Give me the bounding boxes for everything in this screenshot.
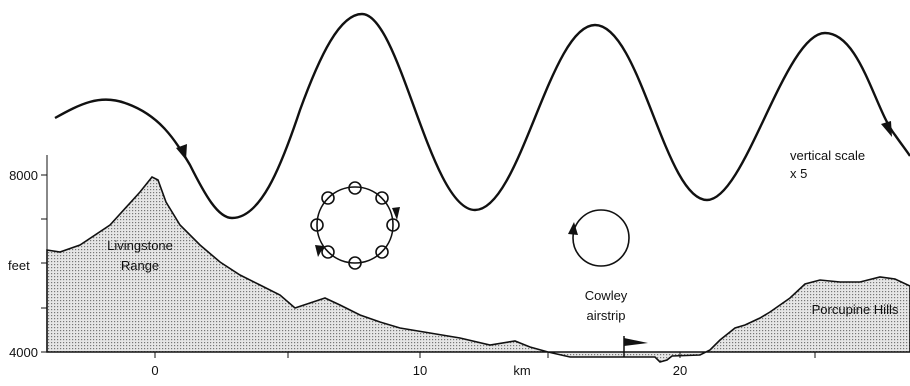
scale-note: vertical scale [790, 148, 865, 163]
y-axis-label: feet [8, 258, 30, 273]
y-tick-label: 8000 [9, 168, 38, 183]
airstrip-label: Cowley [585, 288, 628, 303]
wave-flow [55, 14, 910, 218]
rotor-loops [311, 182, 399, 269]
terrain [47, 177, 910, 362]
y-tick-label: 4000 [9, 345, 38, 360]
x-tick-label: 0 [151, 363, 158, 378]
diagram: 8000 4000 feet 0 10 20 km Livingstone Ra… [0, 0, 910, 381]
flag [624, 338, 648, 346]
arrowhead [392, 207, 400, 220]
terrain-label: Porcupine Hills [812, 302, 899, 317]
x-tick-label: 10 [413, 363, 427, 378]
x-axis-label: km [513, 363, 530, 378]
rotor [573, 210, 629, 266]
scale-note: x 5 [790, 166, 807, 181]
terrain-label: Range [121, 258, 159, 273]
arrowhead [881, 121, 892, 137]
airstrip-label: airstrip [586, 308, 625, 323]
x-tick-label: 20 [673, 363, 687, 378]
terrain-label: Livingstone [107, 238, 173, 253]
